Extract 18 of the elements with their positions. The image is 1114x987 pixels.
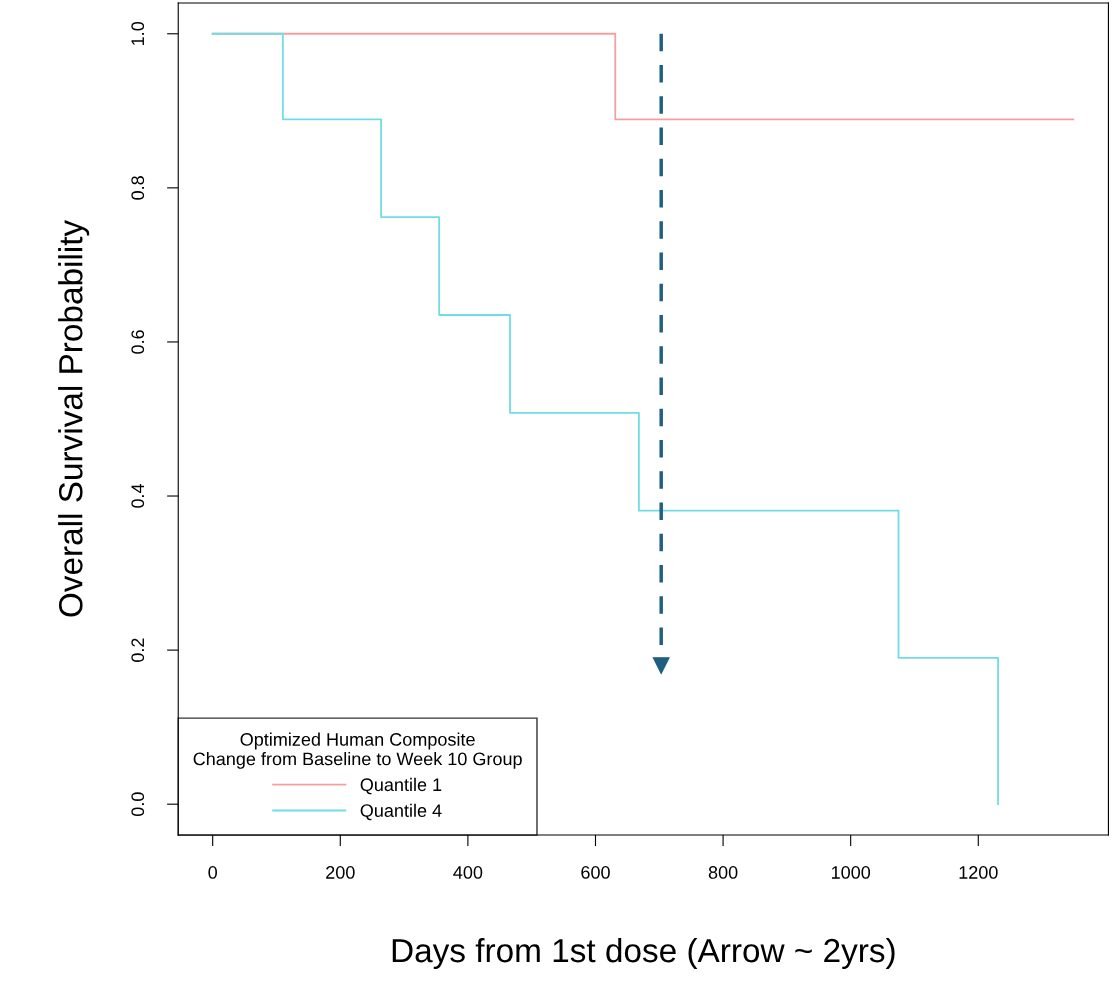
x-tick-label: 800 xyxy=(708,866,738,879)
x-axis-title: Days from 1st dose (Arrow ~ 2yrs) xyxy=(392,937,895,970)
x-tick-label: 600 xyxy=(581,866,610,879)
x-tick-label: 400 xyxy=(453,866,483,879)
legend-label: Quantile 4 xyxy=(360,803,442,821)
x-tick-label: 200 xyxy=(326,866,355,879)
x-tick-label: 1200 xyxy=(959,866,998,879)
legend-label: Quantile 1 xyxy=(360,777,442,795)
x-tick-label: 1000 xyxy=(831,866,871,879)
y-tick-label: 0.8 xyxy=(131,176,145,200)
y-tick-label: 0.2 xyxy=(131,638,145,662)
y-tick-label: 0.4 xyxy=(131,484,145,508)
y-tick-label: 1.0 xyxy=(131,21,145,45)
y-axis-title: Overall Survival Probability xyxy=(58,219,90,617)
y-tick-label: 0.0 xyxy=(131,792,145,817)
y-tick-label: 0.6 xyxy=(131,330,145,354)
x-tick-label: 0 xyxy=(208,866,218,879)
legend-title: Optimized Human Composite Change from Baseline to Week 10 Group xyxy=(193,732,522,769)
